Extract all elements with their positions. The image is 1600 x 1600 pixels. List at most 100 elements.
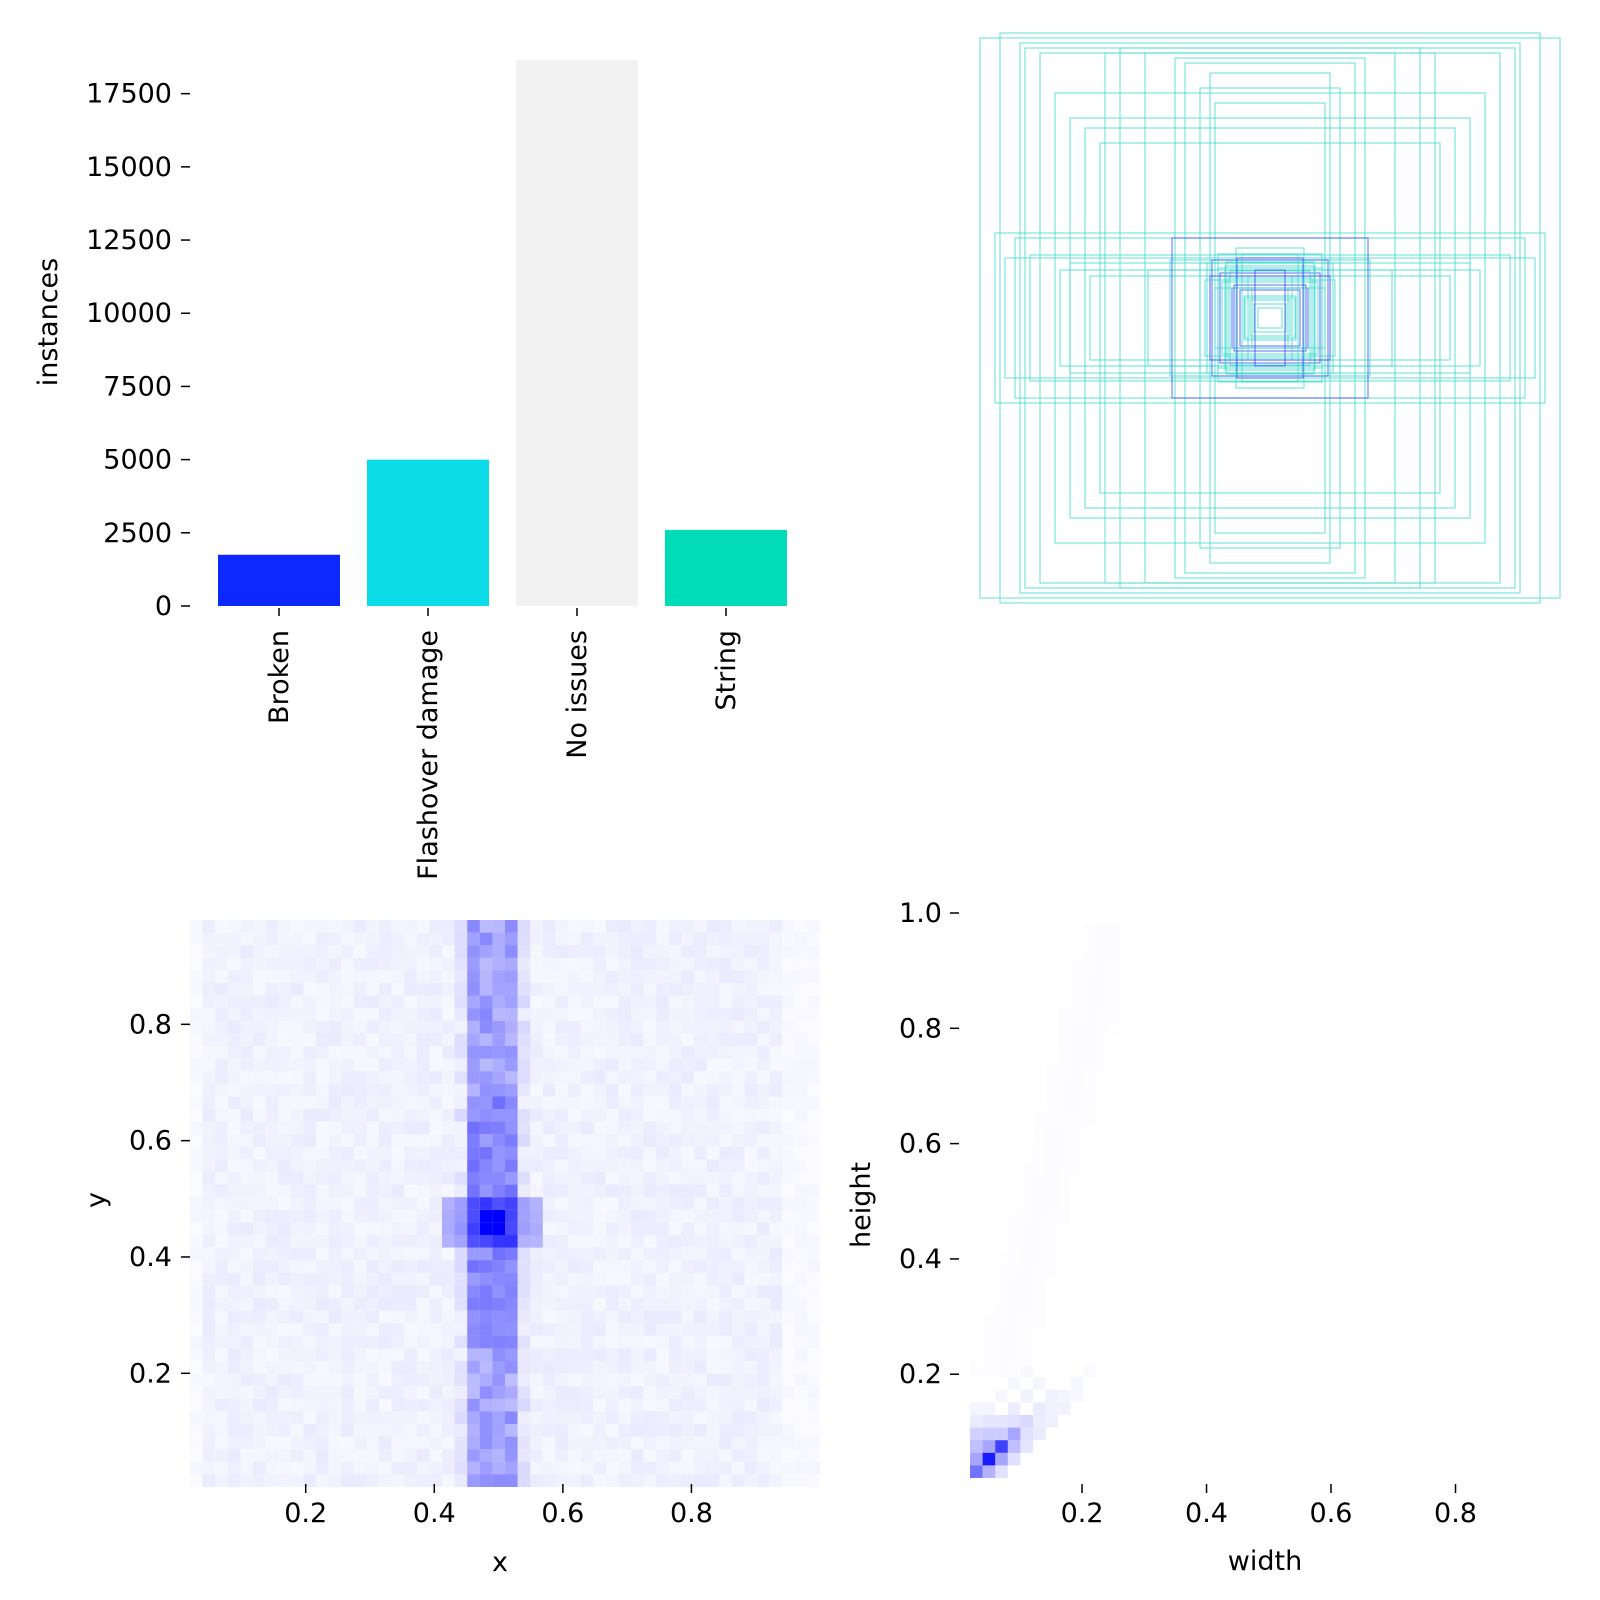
heatmap-cell [316, 957, 329, 971]
heatmap-cell [568, 1146, 581, 1160]
heatmap-cell [266, 1348, 279, 1361]
heatmap-cell [391, 945, 405, 958]
heatmap-cell [290, 957, 304, 971]
heatmap-cell [1083, 1087, 1096, 1100]
heatmap-cell [1008, 1289, 1021, 1302]
heatmap-cell [391, 1058, 405, 1072]
heatmap-cell [391, 1373, 405, 1387]
heatmap-cell [416, 1033, 430, 1046]
heatmap-cell [517, 995, 531, 1009]
heatmap-cell [492, 970, 505, 983]
heatmap-cell [970, 1440, 983, 1453]
heatmap-cell [353, 1461, 367, 1475]
heatmap-cell [517, 1146, 531, 1160]
heatmap-cell [479, 1008, 493, 1021]
heatmap-cell [530, 1096, 543, 1109]
heatmap-cell [391, 1298, 405, 1311]
heatmap-cell [454, 1096, 468, 1109]
heatmap-cell [656, 957, 669, 971]
heatmap-cell [769, 1474, 783, 1487]
heatmap-cell [202, 1134, 216, 1147]
heatmap-cell [505, 1436, 518, 1450]
heatmap-cell [467, 1184, 480, 1198]
heatmap-cell [505, 1033, 518, 1046]
heatmap-cell [329, 1285, 342, 1298]
heatmap-cell [505, 1008, 518, 1021]
heatmap-cell [631, 932, 644, 946]
heatmap-cell [329, 920, 342, 933]
heatmap-cell [644, 1109, 657, 1122]
heatmap-cell [1008, 1213, 1021, 1226]
heatmap-cell [618, 1209, 631, 1223]
heatmap-cell [530, 1348, 543, 1361]
heatmap-cell [983, 1302, 996, 1315]
heatmap-cell [1008, 1314, 1021, 1327]
heatmap-cell [530, 1146, 543, 1160]
heatmap-cell [505, 1197, 518, 1210]
heatmap-cell [580, 1323, 594, 1336]
heatmap-cell [328, 1209, 342, 1223]
heatmap-cell [492, 1008, 505, 1021]
heatmap-cell [580, 983, 594, 996]
heatmap-cell [253, 1159, 266, 1172]
heatmap-cell [278, 1134, 291, 1147]
heatmap-cell [366, 1398, 379, 1412]
heatmap-cell [253, 1386, 266, 1399]
bar-y-tick-label: 10000 [86, 298, 172, 329]
heatmap-cell [303, 1109, 316, 1122]
heatmap-cell [555, 1020, 568, 1034]
heatmap-cell [1071, 1087, 1084, 1100]
heatmap-cell [568, 958, 581, 971]
heatmap-cell [341, 1172, 354, 1185]
heatmap-cell [694, 1096, 707, 1109]
heatmap-cell [303, 1020, 316, 1034]
heatmap-cell [656, 1411, 669, 1424]
heatmap-cell [782, 1260, 795, 1273]
heatmap-cell [807, 1399, 820, 1412]
bounding-box [1174, 57, 1366, 579]
heatmap-cell [265, 983, 279, 996]
heatmap-cell [731, 995, 745, 1009]
heatmap-cell [656, 1348, 669, 1361]
heatmap-cell [719, 1260, 732, 1273]
heatmap-cell [555, 970, 568, 983]
heatmap-cell [694, 1411, 707, 1424]
heatmap-cell [290, 932, 304, 946]
heatmap-cell [782, 1437, 795, 1450]
heatmap-cell [379, 1197, 392, 1210]
heatmap-cell [744, 1121, 757, 1135]
heatmap-cell [228, 958, 241, 971]
heatmap-cell [782, 945, 795, 958]
heatmap-cell [1020, 1226, 1033, 1239]
heatmap-cell [581, 1096, 594, 1109]
heatmap-cell [769, 957, 783, 971]
bounding-box [1231, 287, 1309, 349]
heatmap-cell [719, 1235, 732, 1248]
heatmap-cell [215, 1298, 228, 1311]
heatmap-cell [694, 1172, 707, 1185]
heatmap-cell [190, 933, 203, 946]
heatmap-cell [555, 1247, 568, 1261]
heatmap-cell [429, 920, 442, 933]
heatmap-cell [454, 1260, 468, 1273]
heatmap-cell [467, 945, 480, 958]
heatmap-cell [328, 1335, 342, 1349]
heatmap-cell [744, 1285, 757, 1298]
heatmap-cell [795, 1071, 808, 1084]
heatmap-cell [1020, 1188, 1033, 1201]
heatmap-cell [593, 1210, 606, 1223]
heatmap-cell [568, 1335, 581, 1349]
heatmap-cell [517, 1008, 531, 1021]
heatmap-cell [303, 1197, 316, 1210]
heatmap-cell [366, 1335, 379, 1349]
heatmap-cell [605, 1222, 619, 1235]
heatmap-cell [605, 1373, 619, 1387]
heatmap-cell [391, 1235, 405, 1248]
heatmap-cell [668, 1348, 682, 1361]
heatmap-cell [694, 1260, 707, 1273]
heatmap-cell [731, 1386, 745, 1399]
heatmap-cell [416, 1172, 430, 1185]
heatmap-cell [744, 1209, 757, 1223]
heatmap-cell [757, 920, 770, 933]
heatmap-cell [278, 932, 291, 946]
